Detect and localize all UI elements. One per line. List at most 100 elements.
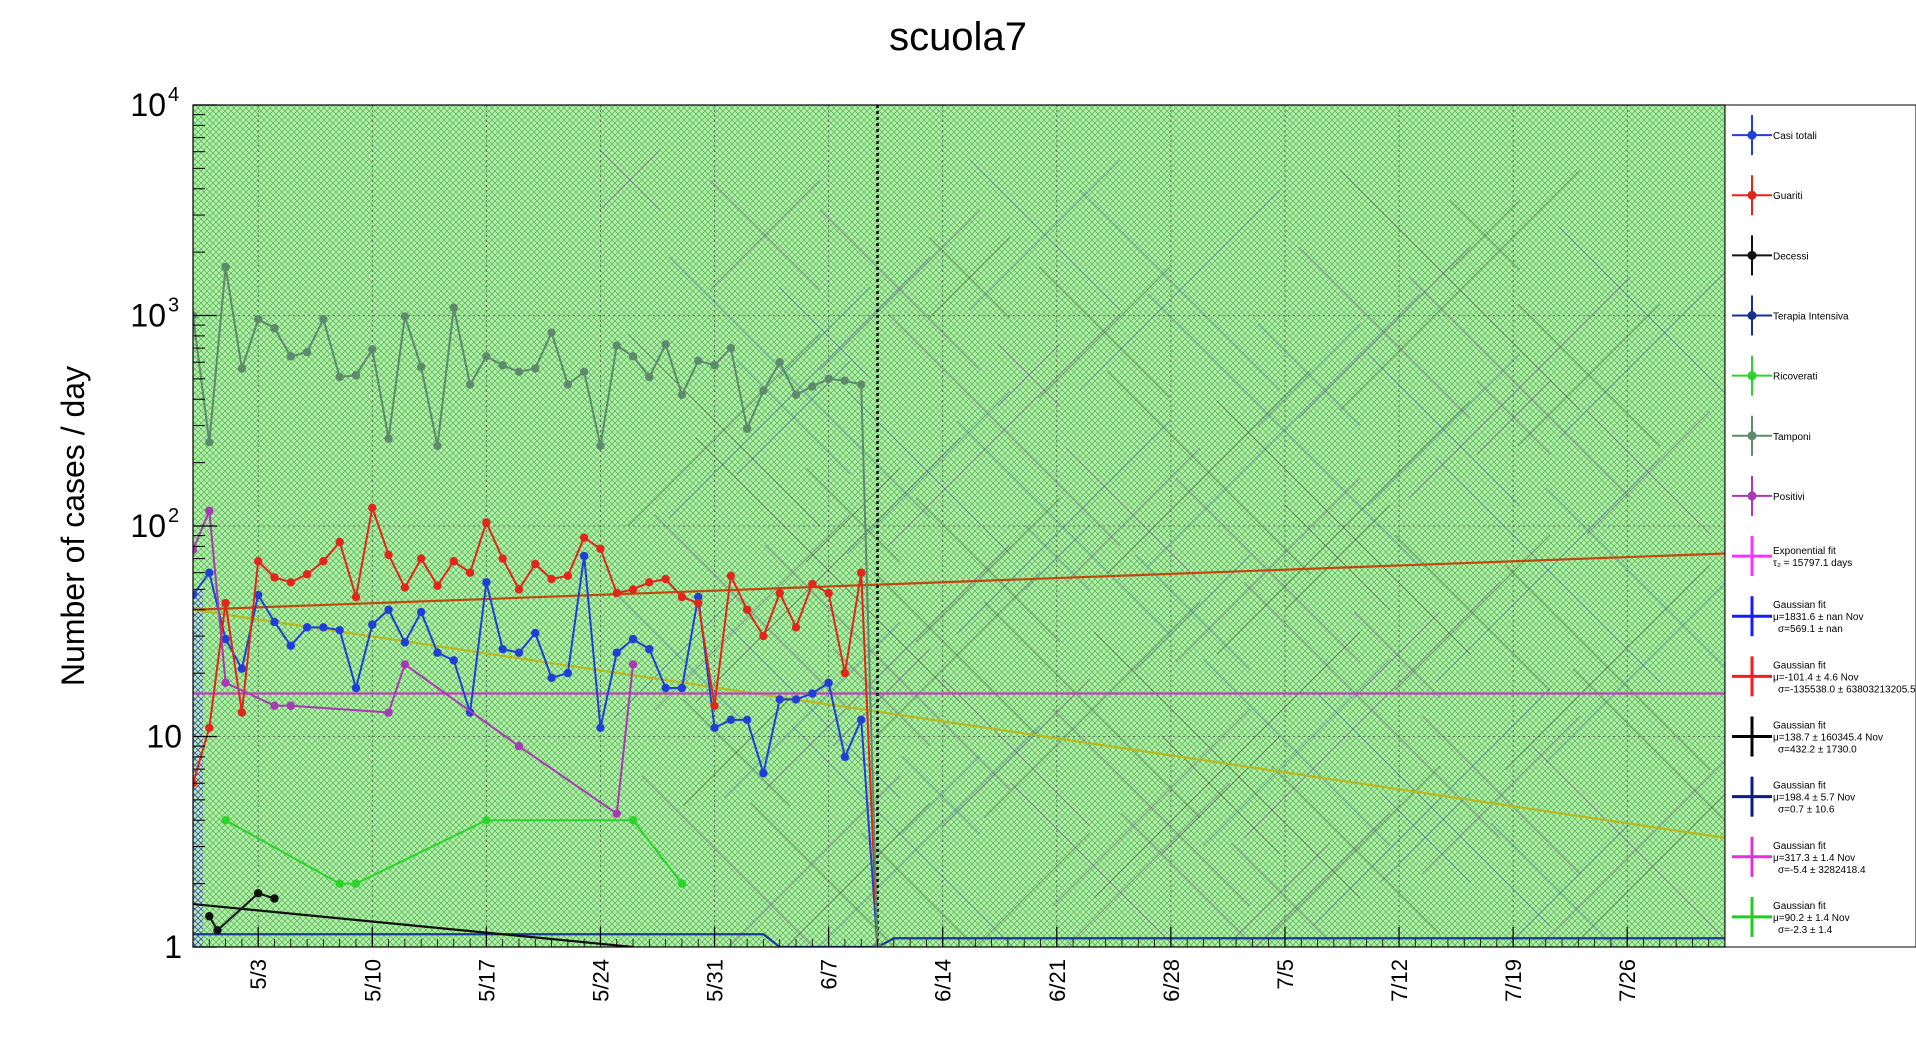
hatch-mark bbox=[1106, 370, 1311, 575]
hatch-mark bbox=[1230, 842, 1331, 943]
data-point bbox=[253, 889, 263, 898]
data-point bbox=[563, 668, 573, 678]
x-tick-label: 7/19 bbox=[1501, 959, 1526, 1002]
data-point bbox=[286, 578, 295, 587]
data-point bbox=[400, 312, 410, 321]
hatch-mark bbox=[1339, 169, 1581, 411]
legend-label: Positivi bbox=[1773, 492, 1805, 503]
hatch-mark bbox=[1284, 504, 1391, 611]
data-point bbox=[221, 262, 230, 272]
hatch-mark bbox=[1038, 266, 1171, 399]
hatch-mark bbox=[668, 256, 931, 519]
data-point bbox=[465, 380, 475, 389]
hatch-mark bbox=[846, 390, 1011, 555]
y-tick-label: 10 bbox=[146, 719, 182, 755]
y-tick-label: 10 bbox=[130, 508, 166, 544]
data-point bbox=[253, 557, 263, 566]
data-point bbox=[270, 324, 279, 333]
legend-label: Casi totali bbox=[1773, 131, 1817, 142]
hatch-mark bbox=[1353, 611, 1441, 699]
hatch-mark bbox=[1380, 792, 1471, 883]
hatch-mark bbox=[887, 313, 1121, 547]
data-point bbox=[710, 723, 719, 732]
data-point bbox=[857, 568, 866, 577]
hatch-mark bbox=[778, 286, 871, 379]
data-point bbox=[579, 533, 589, 542]
data-point bbox=[628, 352, 638, 361]
x-tick-label: 5/17 bbox=[474, 959, 499, 1002]
data-point bbox=[449, 557, 458, 566]
hatch-mark bbox=[915, 497, 1061, 643]
hatch-mark bbox=[1093, 631, 1361, 899]
legend-label: Guariti bbox=[1773, 191, 1802, 202]
y-tick-label: 1 bbox=[164, 929, 182, 965]
hatch-mark bbox=[668, 256, 931, 519]
series-line bbox=[208, 892, 275, 932]
hatch-mark bbox=[846, 390, 1011, 555]
hatch-mark bbox=[1202, 658, 1391, 847]
data-point bbox=[335, 372, 344, 382]
hatch-mark bbox=[1202, 658, 1391, 847]
data-point bbox=[302, 570, 312, 579]
data-point bbox=[221, 634, 230, 644]
hatch-mark bbox=[764, 544, 1011, 791]
x-tick-label: 5/31 bbox=[703, 959, 728, 1002]
y-tick-label: 10 bbox=[130, 298, 166, 334]
data-point bbox=[710, 701, 719, 710]
data-point bbox=[335, 625, 344, 635]
hatch-mark bbox=[1257, 323, 1361, 427]
data-point bbox=[384, 434, 393, 443]
data-point bbox=[351, 371, 361, 380]
hatch-mark bbox=[1312, 688, 1551, 927]
data-point bbox=[547, 574, 556, 584]
data-point bbox=[270, 573, 279, 582]
data-point bbox=[677, 683, 687, 693]
data-point bbox=[677, 879, 687, 888]
hatch-mark bbox=[613, 591, 741, 719]
data-point bbox=[465, 568, 475, 577]
legend-label: σ=569.1 ± nan bbox=[1778, 624, 1843, 635]
hatch-mark bbox=[695, 437, 961, 703]
data-point bbox=[482, 816, 491, 825]
legend-label: Gaussian fit bbox=[1773, 660, 1826, 671]
hatch-mark bbox=[1476, 380, 1551, 455]
hatch-mark bbox=[1517, 303, 1661, 447]
hatch-mark bbox=[1435, 457, 1661, 683]
hatch-mark bbox=[778, 286, 871, 379]
hatch-mark bbox=[1504, 564, 1711, 771]
hatch-mark bbox=[1476, 380, 1551, 455]
data-point bbox=[726, 571, 736, 580]
hatch-mark bbox=[1586, 410, 1711, 535]
series-group bbox=[193, 262, 882, 947]
data-point bbox=[253, 315, 263, 324]
data-point bbox=[531, 628, 540, 638]
hatch-mark bbox=[709, 179, 821, 291]
data-point bbox=[759, 631, 768, 641]
hatch-mark bbox=[1586, 410, 1711, 535]
data-point bbox=[824, 374, 833, 384]
legend-box bbox=[1724, 104, 1916, 948]
legend-label: Gaussian fit bbox=[1773, 781, 1826, 792]
hatch-mark bbox=[682, 698, 791, 807]
hatch-mark bbox=[983, 601, 1201, 819]
hatch-mark bbox=[873, 571, 1041, 739]
hatch-mark bbox=[736, 360, 851, 475]
x-tick-label: 7/5 bbox=[1273, 959, 1298, 990]
background-decoration bbox=[599, 149, 1725, 947]
hatch-mark bbox=[1243, 581, 1501, 839]
data-point bbox=[205, 723, 214, 732]
data-point bbox=[628, 634, 638, 644]
y-tick-exponent: 2 bbox=[168, 505, 179, 527]
y-tick-exponent: 4 bbox=[168, 84, 179, 106]
legend-label: σ=432.2 ± 1730.0 bbox=[1778, 745, 1857, 756]
data-point bbox=[416, 607, 426, 617]
data-point bbox=[563, 571, 573, 580]
data-point bbox=[824, 678, 833, 687]
series-line bbox=[193, 510, 635, 816]
hatch-mark bbox=[819, 209, 981, 371]
data-point bbox=[400, 583, 410, 592]
data-point bbox=[612, 809, 621, 818]
hatch-mark bbox=[956, 420, 1171, 635]
hatch-mark bbox=[1161, 735, 1281, 855]
legend-label: Gaussian fit bbox=[1773, 600, 1826, 611]
